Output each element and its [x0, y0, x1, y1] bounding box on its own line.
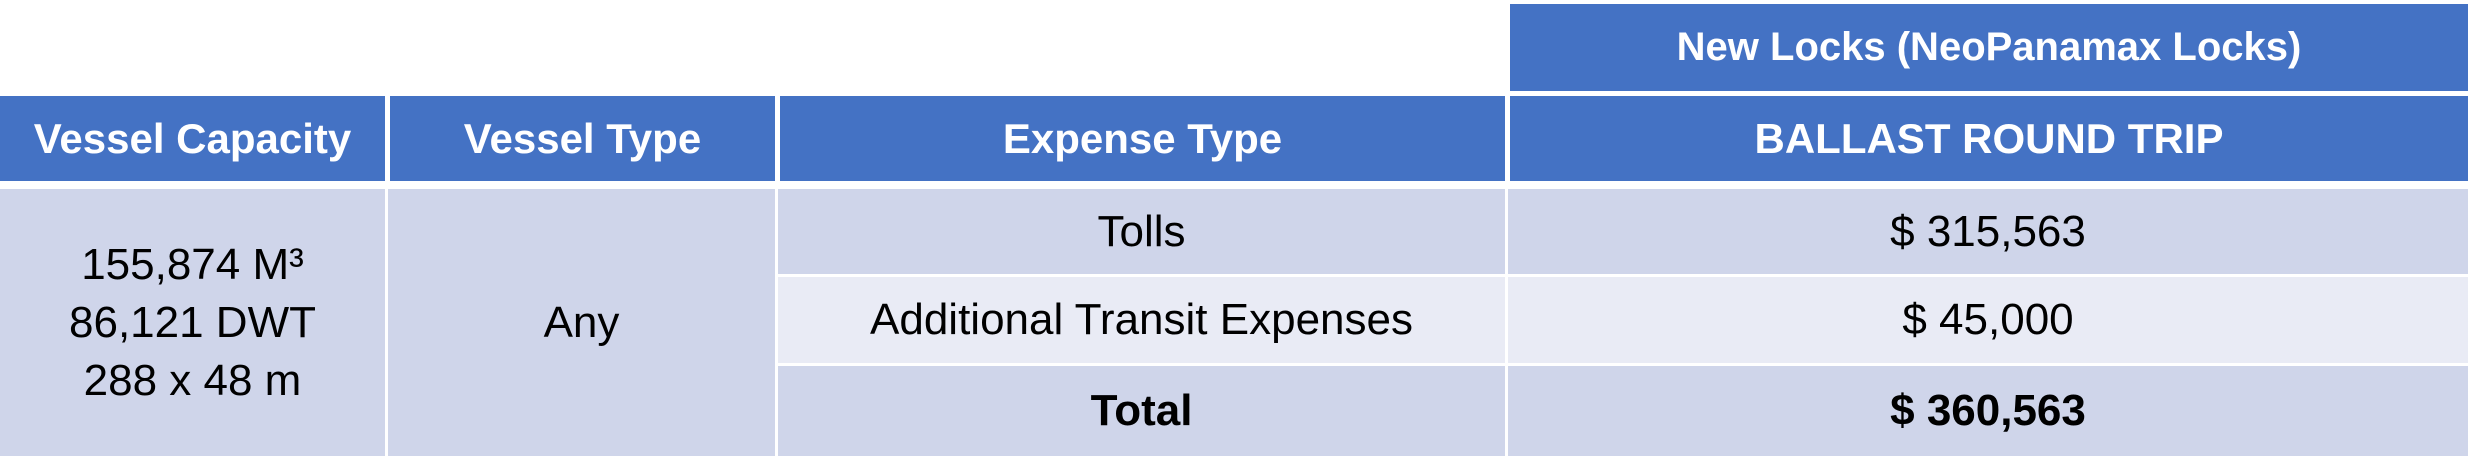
- capacity-dwt: 86,121 DWT: [69, 297, 316, 347]
- vessel-capacity-cell: 155,874 M³ 86,121 DWT 288 x 48 m: [0, 181, 385, 456]
- expense-total: Total: [775, 363, 1505, 456]
- capacity-dimensions: 288 x 48 m: [83, 355, 302, 405]
- vessel-type-cell: Any: [385, 181, 775, 456]
- amount-additional-transit: $ 45,000: [1505, 274, 2468, 363]
- group-header: New Locks (NeoPanamax Locks): [1505, 4, 2468, 91]
- amount-tolls: $ 315,563: [1505, 181, 2468, 274]
- header-vessel-capacity: Vessel Capacity: [0, 91, 385, 181]
- blank-corner: [0, 0, 1505, 91]
- capacity-volume: 155,874 M³: [81, 239, 304, 289]
- expense-additional-transit: Additional Transit Expenses: [775, 274, 1505, 363]
- expense-tolls: Tolls: [775, 181, 1505, 274]
- amount-total: $ 360,563: [1505, 363, 2468, 456]
- header-expense-type: Expense Type: [775, 91, 1505, 181]
- header-ballast-round-trip: BALLAST ROUND TRIP: [1505, 91, 2468, 181]
- header-vessel-type: Vessel Type: [385, 91, 775, 181]
